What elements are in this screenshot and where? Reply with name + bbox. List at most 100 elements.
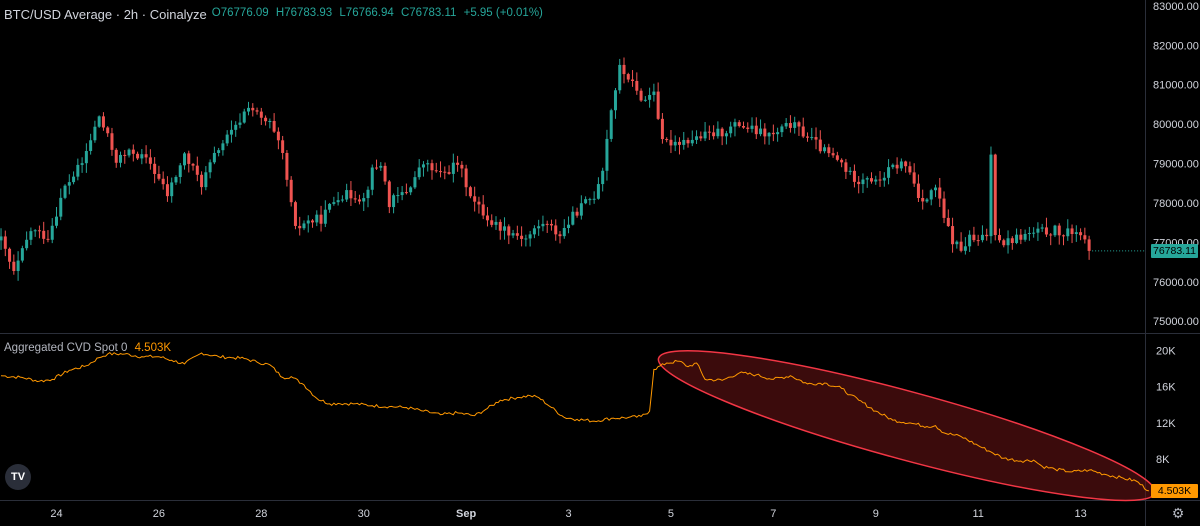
legend-header[interactable]: BTC/USD Average · 2h · Coinalyze O76776.… xyxy=(4,7,547,22)
candle-body xyxy=(955,241,959,245)
symbol-title[interactable]: BTC/USD Average · 2h · Coinalyze xyxy=(4,7,207,22)
candle-body xyxy=(1010,238,1014,244)
candle-body xyxy=(1087,239,1091,251)
candle-body xyxy=(63,185,67,198)
candle-body xyxy=(912,172,916,184)
highlight-ellipse[interactable] xyxy=(650,326,1164,526)
candle-body xyxy=(780,126,784,133)
candle-body xyxy=(541,223,545,227)
cvd-tick-label: 12K xyxy=(1156,418,1176,430)
candle-body xyxy=(690,139,694,144)
low-value: L76766.94 xyxy=(339,7,394,19)
candle-body xyxy=(174,176,178,183)
candle-body xyxy=(665,139,669,141)
candle-body xyxy=(746,127,750,129)
candle-body xyxy=(874,179,878,182)
candle-body xyxy=(951,226,955,245)
candle-body xyxy=(695,136,699,140)
candle-body xyxy=(379,165,383,168)
candle-body xyxy=(302,223,306,229)
candle-body xyxy=(473,196,477,202)
candle-body xyxy=(281,140,285,153)
candle-body xyxy=(567,224,571,229)
candle-body xyxy=(127,149,131,156)
candle-body xyxy=(916,183,920,199)
candle-body xyxy=(724,133,728,137)
candle-body xyxy=(613,90,617,111)
candle-body xyxy=(29,231,33,240)
candle-body xyxy=(584,199,588,204)
gear-icon[interactable]: ⚙ xyxy=(1171,505,1185,521)
candle-body xyxy=(669,139,673,146)
indicator-name[interactable]: Aggregated CVD Spot 0 xyxy=(4,342,128,354)
candle-body xyxy=(682,139,686,145)
candle-body xyxy=(814,137,818,140)
candle-body xyxy=(225,134,229,144)
candle-body xyxy=(507,226,511,236)
candle-body xyxy=(136,153,140,159)
cvd-line xyxy=(0,351,1150,492)
candle-body xyxy=(417,167,421,178)
candle-body xyxy=(238,122,242,125)
candle-body xyxy=(468,187,472,197)
candle-body xyxy=(545,223,549,225)
time-tick-label: Sep xyxy=(456,508,476,520)
candle-body xyxy=(1083,235,1087,240)
candle-body xyxy=(1032,232,1036,234)
candle-body xyxy=(844,162,848,172)
candle-body xyxy=(558,234,562,237)
candle-body xyxy=(1074,232,1078,235)
candle-body xyxy=(934,187,938,191)
candle-body xyxy=(323,209,327,224)
candle-body xyxy=(67,182,71,186)
candle-body xyxy=(328,203,332,210)
candle-body xyxy=(942,198,946,218)
cvd-tick-label: 8K xyxy=(1156,454,1170,466)
candle-body xyxy=(631,79,635,81)
candle-body xyxy=(387,181,391,208)
candle-body xyxy=(835,155,839,160)
candle-body xyxy=(737,122,741,127)
price-tick-label: 83000.00 xyxy=(1153,1,1199,13)
time-tick-label: 7 xyxy=(770,508,776,520)
candle-body xyxy=(993,154,997,236)
candle-body xyxy=(289,179,293,203)
candle-body xyxy=(131,149,135,154)
candle-body xyxy=(110,133,114,150)
candle-body xyxy=(656,91,660,119)
candle-body xyxy=(575,211,579,216)
candle-body xyxy=(242,111,246,123)
candle-body xyxy=(72,176,76,183)
candle-body xyxy=(1023,233,1027,240)
candle-body xyxy=(887,167,891,178)
candle-body xyxy=(426,163,430,165)
candle-body xyxy=(144,154,148,158)
candle-body xyxy=(59,197,63,217)
candle-body xyxy=(741,126,745,128)
candle-body xyxy=(976,240,980,242)
indicator-legend[interactable]: Aggregated CVD Spot 0 4.503K xyxy=(4,342,171,354)
drawing-annotations[interactable] xyxy=(650,326,1164,526)
candle-body xyxy=(980,234,984,241)
candle-body xyxy=(660,118,664,140)
candle-body xyxy=(571,211,575,225)
candle-body xyxy=(1053,225,1057,236)
candle-body xyxy=(106,127,110,134)
candle-body xyxy=(601,170,605,185)
candle-body xyxy=(537,226,541,229)
last-price-tag: 76783.11 xyxy=(1151,243,1198,258)
tradingview-logo[interactable]: TV xyxy=(5,464,31,490)
candle-body xyxy=(865,178,869,180)
candle-body xyxy=(643,99,647,101)
candle-body xyxy=(596,184,600,199)
candle-body xyxy=(498,221,502,231)
candle-body xyxy=(204,172,208,188)
candle-body xyxy=(221,143,225,151)
candle-body xyxy=(50,225,54,240)
price-tick-label: 80000.00 xyxy=(1153,119,1199,131)
candle-body xyxy=(494,221,498,225)
candle-body xyxy=(511,233,515,236)
candle-body xyxy=(443,171,447,173)
close-value: C76783.11 xyxy=(400,7,457,19)
